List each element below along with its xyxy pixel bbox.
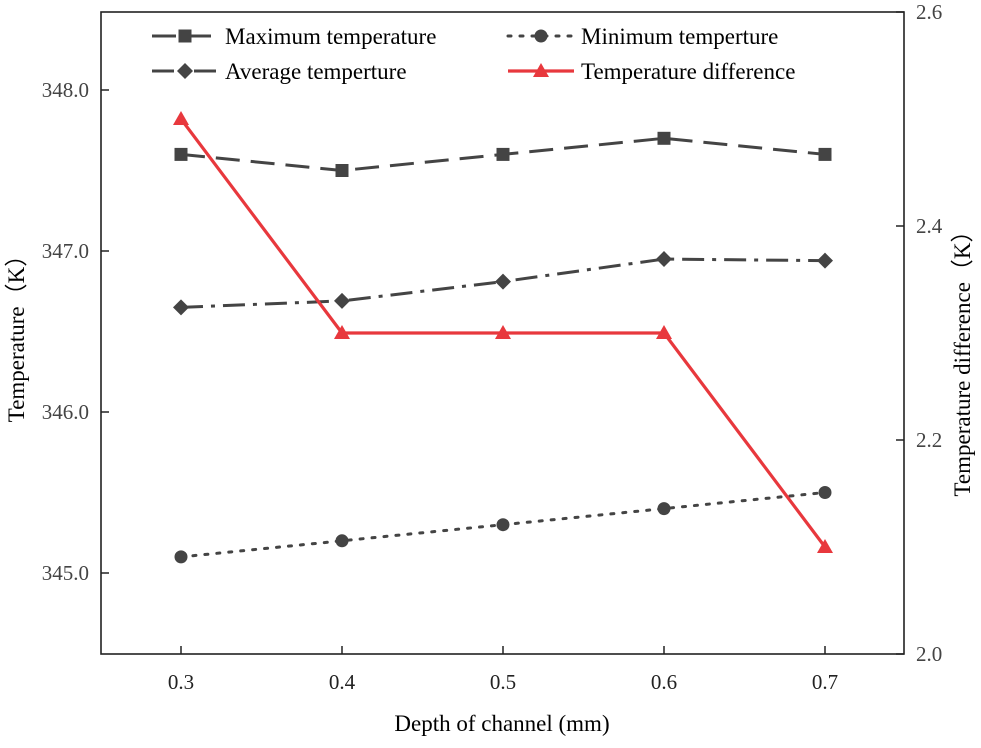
data-point	[174, 550, 188, 564]
legend-item: Temperature difference	[508, 59, 795, 84]
ticks-layer: 0.3 0.4 0.5 0.6 0.7 345.0 346.0 347.0 348.0 2.0 2.…	[42, 0, 943, 694]
y-axis-title-left: Temperature（K）	[4, 244, 29, 423]
legend-item: Minimum temperture	[506, 24, 778, 49]
data-point	[657, 131, 671, 145]
y-axis-title-right: Temperature difference（K）	[950, 219, 975, 496]
y-right-tick-label: 2.4	[916, 214, 943, 238]
y-right-tick-label: 2.6	[916, 0, 942, 24]
data-point	[334, 292, 350, 309]
data-point	[818, 486, 832, 499]
series-square	[174, 131, 832, 177]
y-right-tick-label: 2.2	[916, 428, 942, 452]
y-right-tick-label: 2.0	[916, 642, 942, 666]
x-tick-label: 0.6	[651, 670, 677, 694]
series-diamond	[173, 251, 833, 316]
data-point	[496, 147, 510, 161]
x-tick-label: 0.3	[168, 670, 194, 694]
y-left-tick-label: 345.0	[42, 561, 89, 585]
y-left-tick-label: 348.0	[42, 78, 89, 102]
data-point	[496, 518, 510, 532]
data-point	[656, 325, 672, 339]
data-point	[173, 299, 189, 316]
legend: Maximum temperature Minimum temperture Ave…	[152, 24, 795, 84]
data-point	[174, 147, 188, 161]
x-tick-label: 0.4	[329, 670, 356, 694]
legend-label: Maximum temperature	[225, 24, 436, 49]
series-circle	[174, 486, 832, 564]
y-left-tick-label: 347.0	[42, 239, 89, 263]
legend-item: Maximum temperature	[152, 24, 436, 49]
data-point	[818, 147, 832, 161]
y-left-tick-label: 346.0	[42, 400, 89, 424]
legend-label: Minimum temperture	[581, 24, 778, 49]
data-point	[335, 534, 349, 548]
legend-item: Average temperture	[152, 59, 407, 84]
legend-marker	[533, 63, 549, 77]
data-point	[495, 273, 511, 290]
x-tick-label: 0.5	[490, 670, 516, 694]
data-point	[335, 164, 349, 177]
series-layer	[173, 111, 833, 564]
data-point	[817, 539, 833, 553]
data-point	[495, 325, 511, 339]
data-point	[334, 325, 350, 339]
legend-label: Average temperture	[225, 59, 407, 84]
legend-marker	[534, 29, 548, 43]
x-tick-label: 0.7	[812, 670, 838, 694]
legend-label: Temperature difference	[581, 59, 795, 84]
data-point	[817, 252, 833, 269]
data-point	[657, 502, 671, 516]
data-point	[173, 111, 189, 125]
data-point	[656, 251, 672, 268]
legend-marker	[177, 63, 193, 79]
series-triangle	[173, 111, 833, 553]
x-axis-title: Depth of channel (mm)	[394, 711, 609, 736]
legend-marker	[178, 29, 192, 43]
